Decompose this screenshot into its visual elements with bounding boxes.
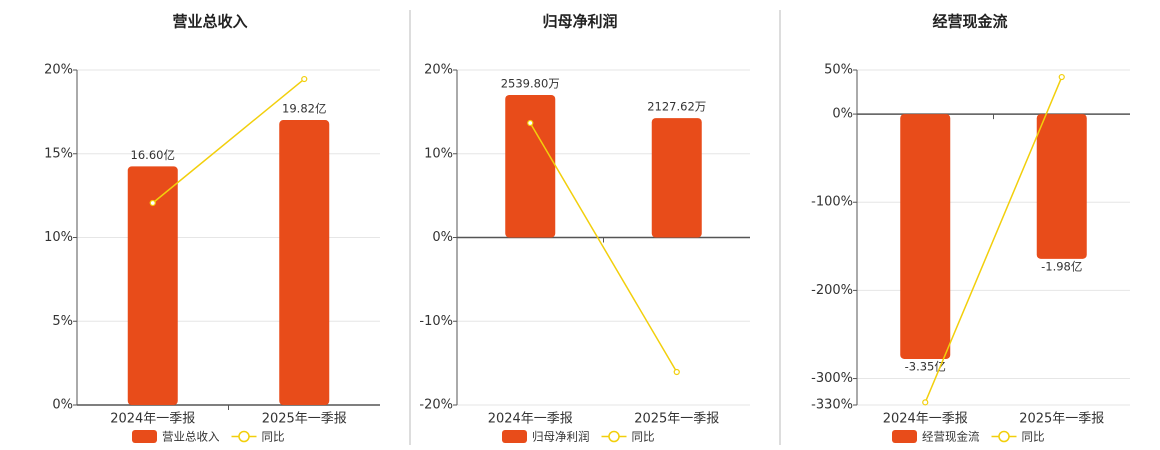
value-label: 2127.62万 <box>647 100 706 114</box>
line-point <box>673 368 680 376</box>
y-tick-label: -330% <box>811 398 853 413</box>
legend-swatch <box>892 430 917 443</box>
bar <box>505 94 556 238</box>
legend-swatch <box>608 430 620 443</box>
line-point <box>301 75 308 83</box>
x-tick-label: 2024年一季报 <box>883 412 968 427</box>
bar <box>1036 114 1087 259</box>
legend-label: 同比 <box>262 430 285 444</box>
line-series <box>152 78 305 204</box>
legend-label: 同比 <box>632 430 655 444</box>
y-tick-label: 20% <box>44 63 73 78</box>
line-series <box>924 76 1063 403</box>
y-tick-label: -300% <box>811 371 853 386</box>
y-tick-label: 0% <box>432 230 453 245</box>
bar <box>651 118 702 238</box>
y-tick-label: -100% <box>811 195 853 210</box>
line-point <box>1058 73 1065 81</box>
bar <box>900 114 951 359</box>
y-tick-label: 0% <box>832 107 853 122</box>
x-tick-label: 2025年一季报 <box>262 412 347 427</box>
chart-title: 归母净利润 <box>542 13 617 31</box>
legend-label: 经营现金流 <box>922 430 980 444</box>
legend-label: 归母净利润 <box>532 430 590 444</box>
legend-label: 同比 <box>1022 430 1045 444</box>
y-tick-label: -200% <box>811 283 853 298</box>
value-label: 19.82亿 <box>282 102 326 116</box>
y-tick-label: 15% <box>44 146 73 161</box>
x-tick-label: 2024年一季报 <box>488 412 573 427</box>
legend-swatch <box>998 430 1010 443</box>
value-label: -3.35亿 <box>905 359 946 373</box>
x-tick-label: 2024年一季报 <box>110 412 195 427</box>
line-point <box>149 199 156 207</box>
line-series <box>529 122 678 373</box>
line-point <box>922 399 929 406</box>
legend-swatch <box>502 430 527 443</box>
y-tick-label: 10% <box>44 230 73 245</box>
x-tick-label: 2025年一季报 <box>1019 412 1104 427</box>
y-tick-label: -10% <box>419 314 453 329</box>
legend-label: 营业总收入 <box>162 430 220 444</box>
bar <box>127 166 178 405</box>
y-tick-label: 50% <box>824 63 853 78</box>
bar <box>279 120 330 405</box>
legend-swatch <box>132 430 157 443</box>
value-label: 16.60亿 <box>131 148 175 162</box>
value-label: -1.98亿 <box>1041 259 1082 273</box>
x-tick-label: 2025年一季报 <box>634 412 719 427</box>
value-label: 2539.80万 <box>501 76 560 90</box>
y-tick-label: 0% <box>52 398 73 413</box>
legend-swatch <box>238 430 250 443</box>
y-tick-label: 5% <box>52 314 73 329</box>
chart-title: 营业总收入 <box>172 13 247 31</box>
y-tick-label: 20% <box>424 63 453 78</box>
chart-title: 经营现金流 <box>932 13 1007 31</box>
line-point <box>527 119 534 127</box>
y-tick-label: 10% <box>424 146 453 161</box>
y-tick-label: -20% <box>419 398 453 413</box>
